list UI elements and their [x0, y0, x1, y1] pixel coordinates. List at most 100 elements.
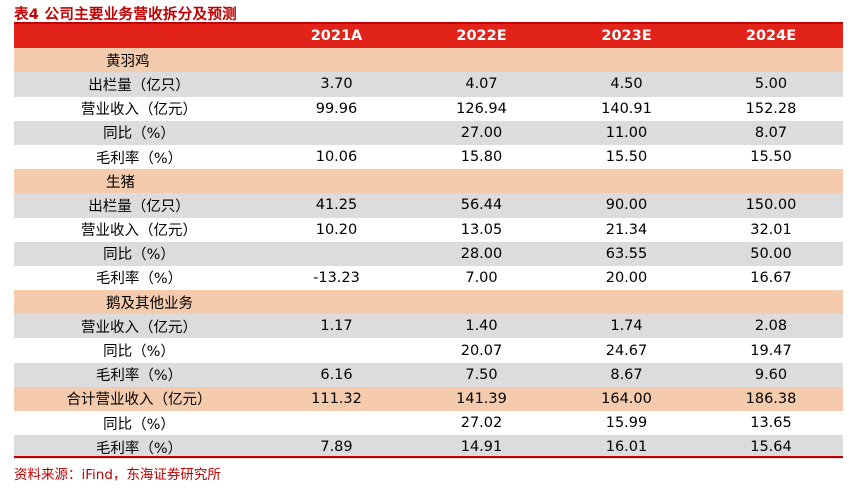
- table-cell: 15.99: [605, 415, 648, 432]
- table-title: 表4 公司主要业务营收拆分及预测: [14, 7, 237, 23]
- table-cell: 15.64: [699, 435, 843, 460]
- table-row: 同比（%） 20.07 24.67 19.47: [14, 338, 843, 362]
- row-label: 同比（%）: [103, 416, 175, 433]
- table-cell: [264, 120, 409, 145]
- table-cell: [264, 48, 409, 73]
- table-row: 出栏量（亿只） 41.25 56.44 90.00 150.00: [14, 193, 843, 218]
- table-cell: 126.94: [456, 100, 507, 117]
- table-cell: 28.00: [409, 241, 554, 266]
- table-cell: 13.65: [750, 415, 792, 432]
- table-cell: 150.00: [699, 193, 843, 218]
- table-cell: 16.67: [750, 269, 792, 286]
- row-label: 鹅及其他业务: [14, 290, 264, 315]
- table-cell: [409, 169, 554, 194]
- table-cell: 111.32: [264, 386, 409, 411]
- table-cell: 164.00: [554, 386, 699, 411]
- table-cell: 4.07: [409, 72, 554, 97]
- table-row: 同比（%） 28.00 63.55 50.00: [14, 241, 843, 266]
- section-row: 黄羽鸡: [14, 48, 843, 73]
- table-cell: 10.06: [315, 149, 358, 166]
- table-cell: 11.00: [554, 120, 699, 145]
- table-cell: 10.20: [315, 221, 358, 238]
- table-cell: 99.96: [315, 100, 358, 117]
- table-cell: -13.23: [313, 269, 360, 286]
- table-cell: 13.05: [460, 221, 503, 238]
- table-cell: 24.67: [605, 342, 648, 359]
- header-cell: [14, 24, 264, 49]
- table-cell: 9.60: [699, 362, 843, 387]
- table-cell: 8.07: [699, 120, 843, 145]
- table-cell: [264, 169, 409, 194]
- row-label: 毛利率（%）: [95, 271, 183, 288]
- header-cell: 2024E: [699, 24, 843, 49]
- table-cell: [554, 169, 699, 194]
- top-rule: [14, 22, 843, 24]
- table-cell: 32.01: [750, 221, 792, 238]
- row-label: 营业收入（亿元）: [81, 102, 197, 119]
- table-row: 营业收入（亿元） 10.20 13.05 21.34 32.01: [14, 218, 843, 242]
- row-label: 生猪: [14, 169, 264, 194]
- table-cell: 50.00: [699, 241, 843, 266]
- row-label: 同比（%）: [14, 241, 264, 266]
- table-cell: 141.39: [409, 386, 554, 411]
- table-cell: [409, 290, 554, 315]
- table-cell: 5.00: [699, 72, 843, 97]
- table-cell: [264, 338, 409, 362]
- row-label: 营业收入（亿元）: [14, 314, 264, 339]
- bottom-rule: [14, 456, 843, 458]
- row-label: 合计营业收入（亿元）: [14, 386, 264, 411]
- data-table: 2021A 2022E 2023E 2024E 黄羽鸡 出栏量（亿只） 3.70 4.…: [14, 24, 843, 460]
- table-cell: 27.02: [460, 415, 503, 432]
- table-cell: [554, 48, 699, 73]
- section-row: 鹅及其他业务: [14, 290, 843, 315]
- table-cell: [699, 169, 843, 194]
- table-cell: 7.89: [264, 435, 409, 460]
- table-row: 出栏量（亿只） 3.70 4.07 4.50 5.00: [14, 72, 843, 97]
- table-cell: [554, 290, 699, 315]
- table-row: 同比（%） 27.02 15.99 13.65: [14, 411, 843, 435]
- table-cell: 186.38: [699, 386, 843, 411]
- section-row: 生猪: [14, 169, 843, 194]
- table-cell: [264, 290, 409, 315]
- table-row: 同比（%） 27.00 11.00 8.07: [14, 120, 843, 145]
- row-label: 同比（%）: [14, 120, 264, 145]
- table-cell: 56.44: [409, 193, 554, 218]
- table-cell: 140.91: [601, 100, 652, 117]
- table-cell: 20.07: [460, 342, 503, 359]
- source-note: 资料来源：iFind，东海证券研究所: [14, 467, 221, 483]
- table-cell: 3.70: [264, 72, 409, 97]
- table-cell: 90.00: [554, 193, 699, 218]
- table-cell: 15.50: [750, 149, 792, 166]
- table-cell: 21.34: [605, 221, 648, 238]
- table-cell: [264, 411, 409, 435]
- table-cell: 1.40: [409, 314, 554, 339]
- table-row: 毛利率（%） 7.89 14.91 16.01 15.64: [14, 435, 843, 460]
- row-label: 黄羽鸡: [14, 48, 264, 73]
- table-cell: 15.50: [605, 149, 648, 166]
- table-cell: 1.17: [264, 314, 409, 339]
- table-cell: 6.16: [264, 362, 409, 387]
- row-label: 营业收入（亿元）: [81, 223, 197, 240]
- table-cell: 20.00: [605, 269, 648, 286]
- table-row: 毛利率（%） 10.06 15.80 15.50 15.50: [14, 145, 843, 169]
- table-cell: [699, 290, 843, 315]
- table-cell: 27.00: [409, 120, 554, 145]
- table-cell: [409, 48, 554, 73]
- table-cell: 63.55: [554, 241, 699, 266]
- table-cell: 19.47: [750, 342, 792, 359]
- row-label: 毛利率（%）: [14, 362, 264, 387]
- table-cell: 4.50: [554, 72, 699, 97]
- table-cell: [699, 48, 843, 73]
- header-cell: 2023E: [554, 24, 699, 49]
- header-cell: 2022E: [409, 24, 554, 49]
- table-cell: 15.80: [460, 149, 503, 166]
- table-cell: 7.50: [409, 362, 554, 387]
- table-cell: [264, 241, 409, 266]
- table-row: 毛利率（%） 6.16 7.50 8.67 9.60: [14, 362, 843, 387]
- table-cell: 7.00: [465, 269, 498, 286]
- table-row: 营业收入（亿元） 1.17 1.40 1.74 2.08: [14, 314, 843, 339]
- table-cell: 16.01: [554, 435, 699, 460]
- table-cell: 152.28: [745, 100, 797, 117]
- row-label: 同比（%）: [103, 344, 175, 361]
- table-cell: 8.67: [554, 362, 699, 387]
